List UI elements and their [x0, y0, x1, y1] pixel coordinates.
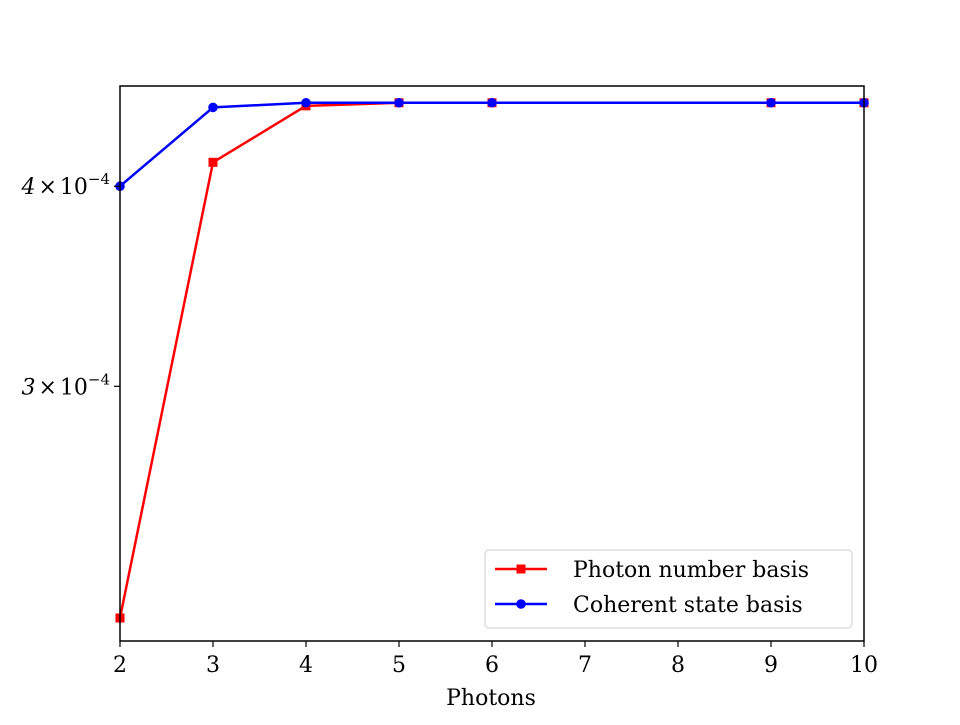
x-tick-label: 3	[206, 653, 220, 678]
legend-marker	[516, 599, 526, 609]
x-tick-label: 7	[578, 653, 592, 678]
x-axis-label: Photons	[446, 686, 536, 711]
series-line-1	[118, 101, 864, 619]
data-point	[394, 97, 404, 108]
legend-label: Coherent state basis	[573, 593, 803, 618]
legend: Photon number basis Coherent state basis	[484, 549, 853, 629]
data-point	[487, 97, 497, 108]
x-tick-label: 6	[485, 653, 499, 678]
data-point	[208, 102, 218, 113]
y-tick-label: 3 × 10−4	[21, 370, 110, 400]
series-markers	[115, 97, 869, 623]
legend-box	[484, 549, 853, 629]
x-tick-label: 4	[299, 653, 313, 678]
data-point	[208, 157, 218, 167]
data-point	[301, 97, 311, 108]
x-tick-label: 8	[671, 653, 685, 678]
legend-marker	[516, 564, 526, 574]
x-tick-label: 5	[392, 653, 406, 678]
y-axis: 3 × 10−4 4 × 10−4	[20, 170, 120, 400]
x-tick-label: 2	[113, 653, 127, 678]
x-tick-label: 10	[850, 653, 878, 678]
series-line-2	[119, 101, 864, 188]
legend-label: Photon number basis	[573, 558, 809, 583]
y-tick-label: 4 × 10−4	[20, 170, 110, 200]
x-axis: 2 3 4 5 6 7 8 9 10	[113, 641, 878, 678]
x-tick-label: 9	[764, 653, 778, 678]
series-lines	[118, 101, 864, 619]
data-point	[766, 97, 776, 108]
